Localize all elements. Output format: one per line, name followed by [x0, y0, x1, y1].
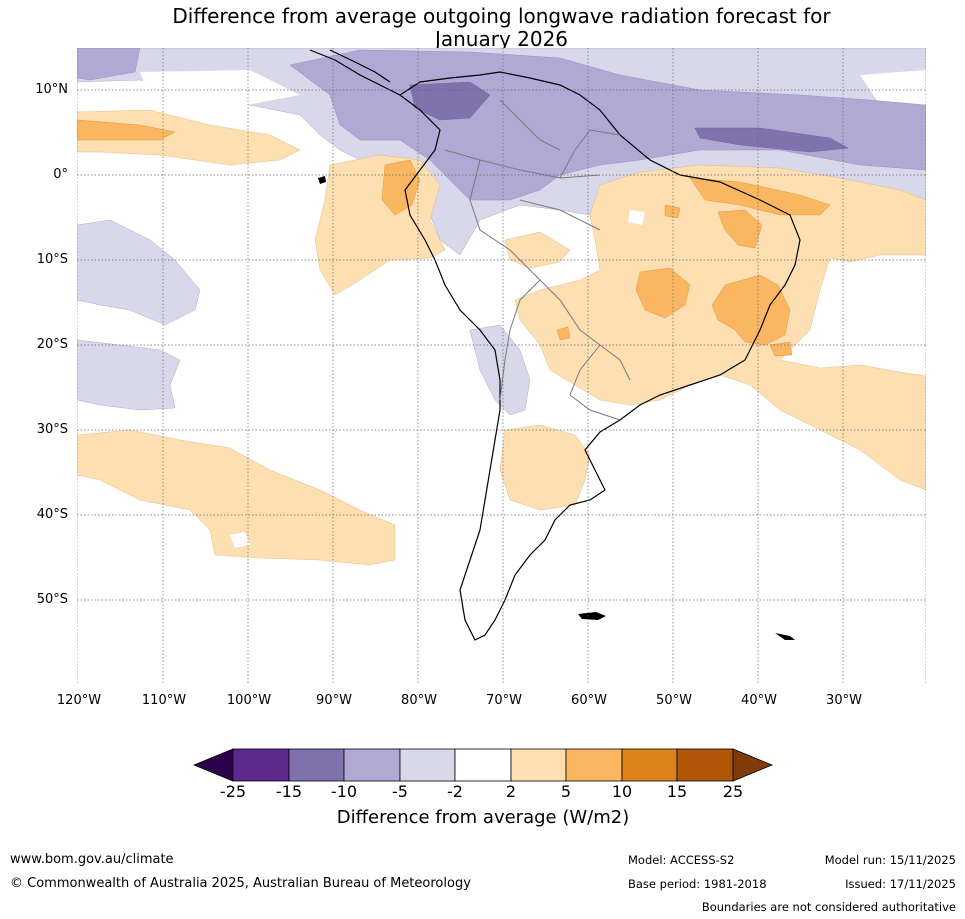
- south-america-coastline: [398, 71, 801, 641]
- lat-label-0: 0°: [53, 167, 68, 182]
- lon-label-100w: 100°W: [226, 693, 272, 708]
- lat-label-10s: 10°S: [36, 252, 68, 267]
- anomaly-white-hole-1: [628, 210, 645, 225]
- anomaly-pos5-eqpacific: [77, 119, 176, 141]
- anomaly-pos5-amazon-1: [689, 177, 831, 216]
- colorbar-title: Difference from average (W/m2): [336, 807, 630, 828]
- colorbar-bin-neg10-neg5: [343, 748, 401, 782]
- colorbar-bin-neg25-neg15: [232, 748, 290, 782]
- anomaly-pos5-amazon-2: [717, 209, 763, 249]
- lat-label-10n: 10°N: [35, 82, 68, 97]
- colorbar-tick-neg25: -25: [219, 782, 247, 801]
- footer-model-run: Model run: 15/11/2025: [824, 853, 956, 867]
- country-boundaries: [444, 99, 631, 421]
- lon-label-40w: 40°W: [741, 693, 777, 708]
- anomaly-pos5-amazon-3: [664, 204, 681, 219]
- anomaly-pos5-southeast-brazil: [711, 274, 791, 346]
- anomaly-pos2-eqpacific-band: [77, 109, 301, 166]
- colorbar-bin-15-25: [676, 748, 734, 782]
- footer-issued: Issued: 17/11/2025: [845, 877, 956, 891]
- lon-label-50w: 50°W: [656, 693, 692, 708]
- colorbar-tick-25: 25: [722, 782, 744, 801]
- colorbar-arrow-low: [192, 748, 234, 782]
- anomaly-white-hole-2: [230, 532, 250, 548]
- colorbar-bin-5-10: [565, 748, 623, 782]
- title-line-2: January 2026: [434, 27, 569, 51]
- colorbar-bin-neg5-neg2: [399, 748, 456, 782]
- colorbar-tick-neg2: -2: [447, 782, 463, 801]
- anomaly-pos2-bolivia: [504, 231, 571, 269]
- title-line-1: Difference from average outgoing longwav…: [172, 4, 831, 28]
- lon-label-90w: 90°W: [316, 693, 352, 708]
- anomaly-neg15-north: [409, 81, 849, 153]
- lat-label-40s: 40°S: [36, 507, 68, 522]
- anomaly-white-gap-1: [140, 70, 300, 110]
- colorbar-tick-2: 2: [505, 782, 517, 801]
- colorbar-bin-neg15-neg10: [288, 748, 345, 782]
- anomaly-pos2-southpacific: [77, 429, 396, 566]
- footer-url[interactable]: www.bom.gov.au/climate: [10, 852, 174, 867]
- lat-label-30s: 30°S: [36, 422, 68, 437]
- footer-disclaimer: Boundaries are not considered authoritat…: [701, 900, 956, 914]
- colorbar-tick-5: 5: [560, 782, 572, 801]
- colorbar-tick-15: 15: [666, 782, 688, 801]
- anomaly-neg10-north: [77, 48, 926, 201]
- lon-label-70w: 70°W: [486, 693, 522, 708]
- anomaly-neg5-southpacific: [77, 339, 181, 411]
- colorbar-bin-2-5: [510, 748, 567, 782]
- lat-label-20s: 20°S: [36, 337, 68, 352]
- lat-label-50s: 50°S: [36, 592, 68, 607]
- colorbar-tick-neg5: -5: [392, 782, 408, 801]
- south-georgia: [775, 633, 795, 640]
- footer-model: Model: ACCESS-S2: [628, 853, 735, 867]
- anomaly-neg5-chile: [469, 324, 531, 416]
- gridlines: [77, 48, 926, 685]
- falkland-islands: [578, 612, 606, 620]
- lon-label-60w: 60°W: [571, 693, 607, 708]
- central-america-coastline: [309, 49, 401, 96]
- colorbar-arrow-high: [732, 748, 774, 782]
- chart-title: Difference from average outgoing longwav…: [77, 5, 926, 51]
- anomaly-neg5-eastpacific: [77, 219, 201, 326]
- lon-label-80w: 80°W: [401, 693, 437, 708]
- colorbar-tick-neg10: -10: [330, 782, 358, 801]
- footer-base-period: Base period: 1981-2018: [628, 877, 767, 891]
- map-content: [77, 48, 926, 685]
- lon-label-110w: 110°W: [141, 693, 187, 708]
- anomaly-pos2-brazil: [514, 164, 926, 491]
- lon-label-120w: 120°W: [56, 693, 102, 708]
- anomaly-pos5-cerrado: [635, 267, 691, 319]
- colorbar: [192, 748, 774, 782]
- lon-label-30w: 30°W: [826, 693, 862, 708]
- anomaly-pos5-ecuador: [381, 159, 421, 216]
- anomaly-pos5-coastal: [556, 326, 793, 357]
- colorbar-bin-10-15: [621, 748, 678, 782]
- colorbar-tick-10: 10: [611, 782, 633, 801]
- galapagos-islands: [318, 176, 326, 184]
- colorbar-bin-neg2-2: [454, 748, 512, 782]
- footer-copyright: © Commonwealth of Australia 2025, Austra…: [10, 876, 471, 891]
- anomaly-pos2-argentina: [499, 424, 591, 511]
- colorbar-tick-neg15: -15: [275, 782, 303, 801]
